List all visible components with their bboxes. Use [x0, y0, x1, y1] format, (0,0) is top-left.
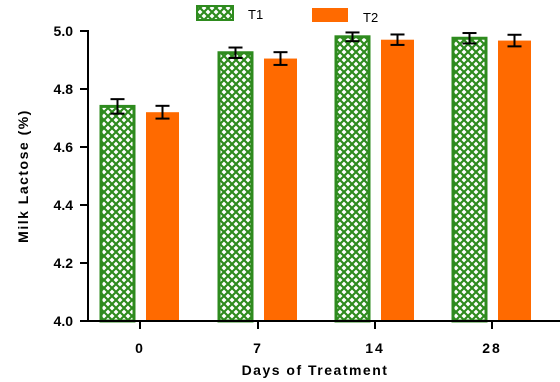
- x-tick-label-14: 14: [365, 340, 385, 356]
- y-ticks: 4.0 4.2 4.4 4.6 4.8 5.0: [54, 23, 88, 329]
- error-bar-t2-7: [273, 51, 288, 66]
- bars: [99, 35, 531, 323]
- bar-t1-14: [334, 35, 371, 323]
- x-tick-label-7: 7: [253, 340, 263, 356]
- y-axis: 4.0 4.2 4.4 4.6 4.8 5.0: [54, 23, 89, 329]
- y-axis-title: Milk Lactose (%): [15, 109, 31, 243]
- error-bar-t1-0: [110, 98, 125, 115]
- error-bar-t1-14: [345, 31, 360, 43]
- error-bar-t2-28: [507, 33, 522, 48]
- y-tick-label-4.6: 4.6: [54, 139, 74, 155]
- legend-swatch-t1: [196, 5, 234, 21]
- error-bars: [110, 31, 522, 120]
- error-bar-t1-7: [228, 46, 243, 59]
- legend-label-t1: T1: [248, 7, 263, 22]
- x-tick-label-28: 28: [482, 340, 502, 356]
- bar-t2-7: [264, 58, 297, 322]
- x-ticks: 0 7 14 28: [135, 321, 502, 356]
- bar-t2-14: [381, 39, 414, 321]
- bar-t2-0: [146, 112, 179, 321]
- bar-t2-28: [498, 40, 531, 321]
- x-axis-title: Days of Treatment: [242, 362, 389, 378]
- y-tick-label-4.2: 4.2: [54, 255, 74, 271]
- y-tick-label-4.8: 4.8: [54, 81, 74, 97]
- legend: T1 T2: [196, 5, 378, 25]
- y-tick-label-5.0: 5.0: [54, 23, 74, 39]
- y-tick-label-4.4: 4.4: [54, 197, 74, 213]
- error-bar-t2-14: [390, 33, 405, 46]
- y-tick-label-4.0: 4.0: [54, 313, 74, 329]
- error-bar-t1-28: [462, 32, 477, 45]
- legend-label-t2: T2: [363, 10, 378, 25]
- bar-t1-28: [451, 36, 488, 323]
- legend-swatch-t2: [312, 8, 348, 22]
- bar-t1-0: [99, 104, 136, 323]
- bar-t1-7: [217, 51, 254, 323]
- x-tick-label-0: 0: [135, 340, 145, 356]
- error-bar-t2-0: [155, 104, 170, 120]
- x-axis: 0 7 14 28: [87, 320, 560, 356]
